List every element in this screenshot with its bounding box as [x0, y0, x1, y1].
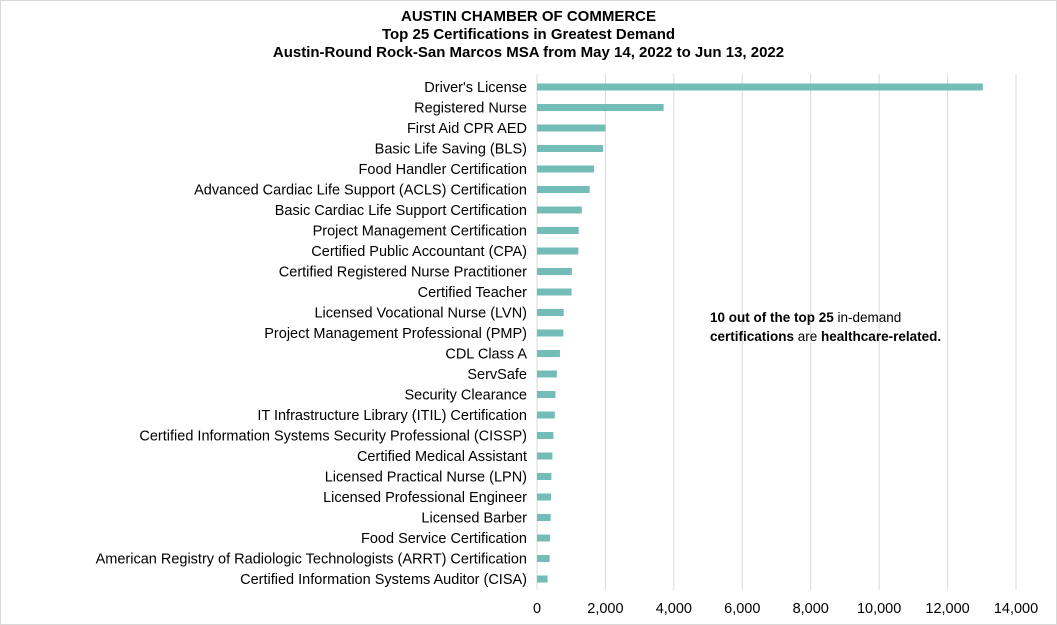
x-tick-label: 0 [533, 601, 541, 617]
category-label: Certified Information Systems Security P… [139, 429, 527, 445]
x-tick-label: 12,000 [925, 601, 969, 617]
x-tick-label: 6,000 [724, 601, 760, 617]
category-label: Certified Public Accountant (CPA) [311, 244, 527, 260]
category-label: Food Service Certification [361, 531, 527, 547]
annotation-text: are [794, 329, 822, 344]
annotation-emphasis: 10 out of the top 25 [710, 310, 834, 325]
bar [537, 493, 552, 501]
bar [537, 309, 564, 316]
bar [537, 391, 556, 398]
bar [537, 206, 582, 214]
category-label: Project Management Certification [313, 224, 527, 240]
category-label: Certified Registered Nurse Practitioner [279, 265, 527, 281]
bar [537, 268, 572, 275]
bar [537, 452, 553, 460]
x-tick-label: 14,000 [994, 601, 1038, 617]
annotation-emphasis: certifications [710, 329, 795, 344]
bar [537, 329, 564, 337]
chart-title: AUSTIN CHAMBER OF COMMERCE [401, 8, 656, 25]
bar [537, 186, 590, 193]
category-label: Project Management Professional (PMP) [264, 326, 527, 342]
annotation-text: in-demand [833, 310, 902, 325]
annotation-emphasis: healthcare-related. [821, 329, 942, 344]
bar [537, 575, 548, 583]
category-label: Certified Medical Assistant [357, 449, 527, 465]
bar [537, 124, 606, 132]
category-label: Licensed Practical Nurse (LPN) [325, 470, 527, 486]
category-label: CDL Class A [445, 347, 527, 363]
bar [537, 247, 579, 255]
x-tick-label: 4,000 [656, 601, 692, 617]
bar [537, 555, 550, 562]
annotation-callout: 10 out of the top 25 in-demand certifica… [710, 308, 1057, 346]
annotation-line-2: certifications are healthcare-related. [710, 327, 1057, 346]
x-tick-label: 2,000 [587, 601, 623, 617]
category-label: Basic Life Saving (BLS) [375, 142, 527, 158]
bar [537, 165, 595, 173]
bar [537, 370, 557, 378]
category-label: Licensed Barber [421, 511, 527, 527]
category-label: Basic Cardiac Life Support Certification [275, 203, 527, 219]
category-label: Security Clearance [405, 388, 528, 404]
chart-title-block: AUSTIN CHAMBER OF COMMERCE Top 25 Certif… [0, 8, 1057, 62]
chart-subtitle: Top 25 Certifications in Greatest Demand [381, 26, 676, 43]
category-label: Driver's License [424, 80, 527, 96]
category-label: Licensed Vocational Nurse (LVN) [314, 306, 527, 322]
x-tick-label: 10,000 [857, 601, 901, 617]
chart-subtitle-region: Austin-Round Rock-San Marcos MSA from Ma… [272, 44, 785, 61]
category-label: Advanced Cardiac Life Support (ACLS) Cer… [194, 183, 527, 199]
x-tick-label: 8,000 [793, 601, 829, 617]
category-label: Registered Nurse [414, 101, 527, 117]
category-label: American Registry of Radiologic Technolo… [96, 552, 527, 568]
category-label: ServSafe [467, 367, 527, 383]
bar [537, 83, 983, 91]
category-label: Licensed Professional Engineer [323, 490, 527, 506]
bar [537, 350, 560, 357]
annotation-line-1: 10 out of the top 25 in-demand [710, 308, 1057, 327]
category-label: Food Handler Certification [359, 162, 527, 178]
bar [537, 288, 572, 296]
category-label: First Aid CPR AED [407, 121, 527, 137]
category-label: IT Infrastructure Library (ITIL) Certifi… [257, 408, 527, 424]
bar [537, 473, 552, 480]
bar [537, 432, 554, 439]
bar [537, 514, 551, 521]
bar [537, 534, 551, 542]
category-label: Certified Teacher [418, 285, 528, 301]
bar [537, 104, 664, 111]
bar [537, 411, 555, 419]
category-label: Certified Information Systems Auditor (C… [240, 572, 527, 588]
bar [537, 227, 579, 234]
bar [537, 145, 604, 152]
